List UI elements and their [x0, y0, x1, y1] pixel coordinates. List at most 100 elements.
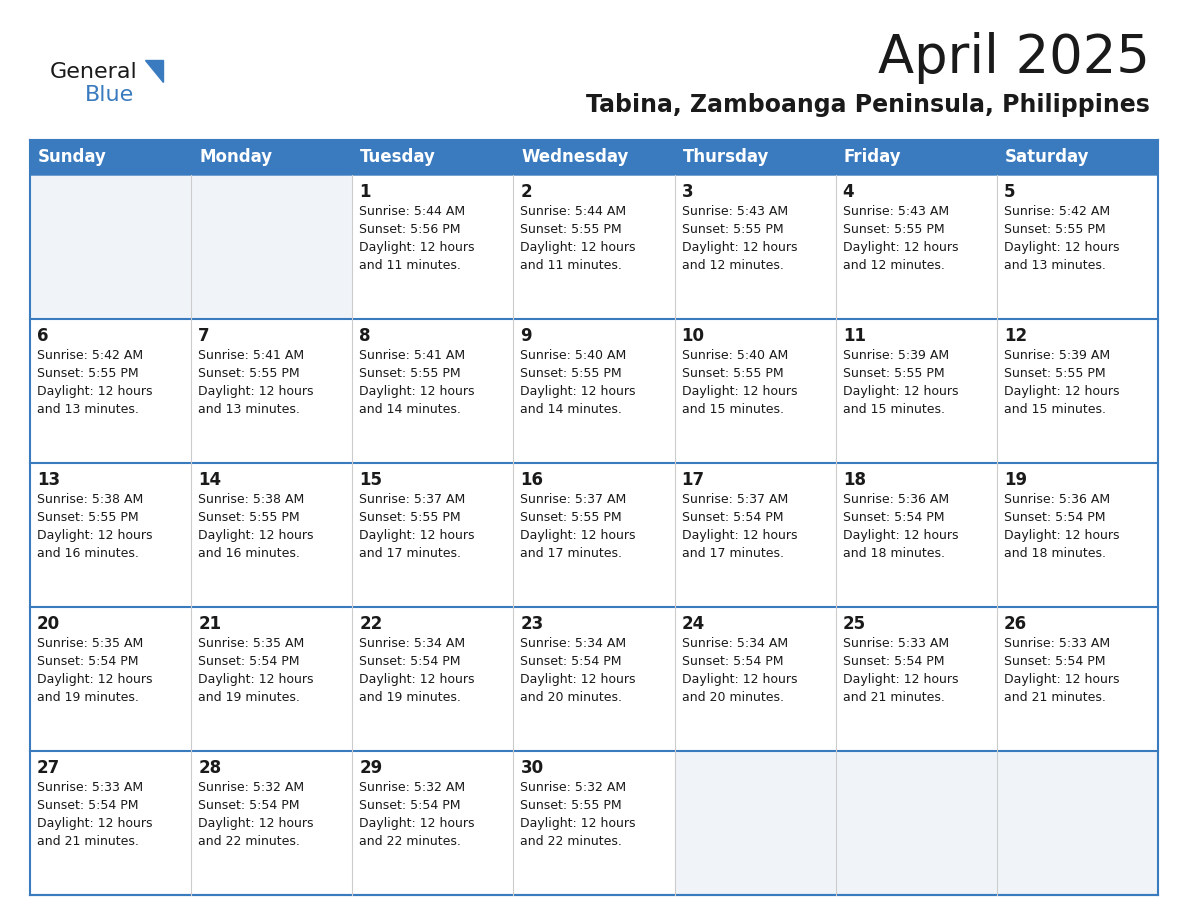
- Text: Saturday: Saturday: [1005, 149, 1089, 166]
- Text: and 11 minutes.: and 11 minutes.: [359, 259, 461, 272]
- Text: Daylight: 12 hours: Daylight: 12 hours: [198, 673, 314, 686]
- Text: Blue: Blue: [86, 85, 134, 105]
- Text: Sunset: 5:54 PM: Sunset: 5:54 PM: [198, 655, 299, 668]
- Bar: [353, 319, 513, 463]
- Text: Sunrise: 5:37 AM: Sunrise: 5:37 AM: [359, 493, 466, 506]
- Text: Sunset: 5:55 PM: Sunset: 5:55 PM: [198, 511, 299, 524]
- Text: Daylight: 12 hours: Daylight: 12 hours: [842, 385, 959, 398]
- Text: Sunset: 5:55 PM: Sunset: 5:55 PM: [520, 511, 623, 524]
- Text: and 22 minutes.: and 22 minutes.: [198, 835, 301, 848]
- Bar: [30, 319, 191, 463]
- Text: and 13 minutes.: and 13 minutes.: [37, 403, 139, 416]
- Text: Sunset: 5:55 PM: Sunset: 5:55 PM: [359, 367, 461, 380]
- Bar: [353, 140, 513, 175]
- Bar: [513, 463, 675, 607]
- Text: Daylight: 12 hours: Daylight: 12 hours: [37, 385, 152, 398]
- Bar: [191, 175, 353, 319]
- Text: Daylight: 12 hours: Daylight: 12 hours: [520, 817, 636, 830]
- Text: Tabina, Zamboanga Peninsula, Philippines: Tabina, Zamboanga Peninsula, Philippines: [586, 93, 1150, 117]
- Bar: [997, 607, 1158, 751]
- Text: and 13 minutes.: and 13 minutes.: [198, 403, 301, 416]
- Bar: [191, 319, 353, 463]
- Bar: [353, 463, 513, 607]
- Bar: [675, 319, 835, 463]
- Text: Daylight: 12 hours: Daylight: 12 hours: [198, 529, 314, 542]
- Bar: [513, 175, 675, 319]
- Text: Sunset: 5:55 PM: Sunset: 5:55 PM: [520, 367, 623, 380]
- Bar: [353, 175, 513, 319]
- Text: Sunset: 5:56 PM: Sunset: 5:56 PM: [359, 223, 461, 236]
- Text: Sunrise: 5:35 AM: Sunrise: 5:35 AM: [37, 637, 144, 650]
- Text: Daylight: 12 hours: Daylight: 12 hours: [842, 241, 959, 254]
- Text: and 18 minutes.: and 18 minutes.: [1004, 547, 1106, 560]
- Bar: [513, 751, 675, 895]
- Text: Daylight: 12 hours: Daylight: 12 hours: [520, 673, 636, 686]
- Text: and 14 minutes.: and 14 minutes.: [359, 403, 461, 416]
- Text: Daylight: 12 hours: Daylight: 12 hours: [359, 385, 475, 398]
- Text: 13: 13: [37, 471, 61, 489]
- Bar: [30, 607, 191, 751]
- Text: Daylight: 12 hours: Daylight: 12 hours: [682, 673, 797, 686]
- Bar: [997, 751, 1158, 895]
- Text: 26: 26: [1004, 615, 1026, 633]
- Text: 1: 1: [359, 183, 371, 201]
- Bar: [835, 607, 997, 751]
- Text: Sunrise: 5:44 AM: Sunrise: 5:44 AM: [359, 205, 466, 218]
- Text: 23: 23: [520, 615, 544, 633]
- Bar: [191, 751, 353, 895]
- Text: Sunrise: 5:40 AM: Sunrise: 5:40 AM: [520, 349, 627, 362]
- Text: Sunrise: 5:35 AM: Sunrise: 5:35 AM: [198, 637, 304, 650]
- Bar: [30, 751, 191, 895]
- Text: Daylight: 12 hours: Daylight: 12 hours: [1004, 241, 1119, 254]
- Text: Sunset: 5:54 PM: Sunset: 5:54 PM: [359, 799, 461, 812]
- Text: 22: 22: [359, 615, 383, 633]
- Text: and 20 minutes.: and 20 minutes.: [682, 691, 784, 704]
- Text: and 17 minutes.: and 17 minutes.: [682, 547, 784, 560]
- Text: Daylight: 12 hours: Daylight: 12 hours: [1004, 673, 1119, 686]
- Bar: [997, 463, 1158, 607]
- Text: Daylight: 12 hours: Daylight: 12 hours: [842, 529, 959, 542]
- Bar: [191, 607, 353, 751]
- Text: and 12 minutes.: and 12 minutes.: [682, 259, 783, 272]
- Text: Sunrise: 5:32 AM: Sunrise: 5:32 AM: [520, 781, 626, 794]
- Text: Sunset: 5:55 PM: Sunset: 5:55 PM: [520, 223, 623, 236]
- Text: Sunrise: 5:33 AM: Sunrise: 5:33 AM: [37, 781, 143, 794]
- Text: April 2025: April 2025: [878, 32, 1150, 84]
- Text: Daylight: 12 hours: Daylight: 12 hours: [359, 241, 475, 254]
- Text: and 19 minutes.: and 19 minutes.: [37, 691, 139, 704]
- Bar: [675, 463, 835, 607]
- Text: Sunrise: 5:38 AM: Sunrise: 5:38 AM: [37, 493, 144, 506]
- Text: and 20 minutes.: and 20 minutes.: [520, 691, 623, 704]
- Text: 25: 25: [842, 615, 866, 633]
- Text: Sunset: 5:55 PM: Sunset: 5:55 PM: [842, 367, 944, 380]
- Text: Sunset: 5:54 PM: Sunset: 5:54 PM: [842, 511, 944, 524]
- Text: and 14 minutes.: and 14 minutes.: [520, 403, 623, 416]
- Text: Sunrise: 5:41 AM: Sunrise: 5:41 AM: [359, 349, 466, 362]
- Text: and 21 minutes.: and 21 minutes.: [37, 835, 139, 848]
- Text: and 22 minutes.: and 22 minutes.: [359, 835, 461, 848]
- Text: 17: 17: [682, 471, 704, 489]
- Text: and 15 minutes.: and 15 minutes.: [682, 403, 784, 416]
- Text: Wednesday: Wednesday: [522, 149, 628, 166]
- Text: Sunset: 5:55 PM: Sunset: 5:55 PM: [842, 223, 944, 236]
- Bar: [835, 463, 997, 607]
- Bar: [191, 140, 353, 175]
- Text: Sunrise: 5:44 AM: Sunrise: 5:44 AM: [520, 205, 626, 218]
- Text: Daylight: 12 hours: Daylight: 12 hours: [682, 241, 797, 254]
- Text: 9: 9: [520, 327, 532, 345]
- Text: Daylight: 12 hours: Daylight: 12 hours: [520, 529, 636, 542]
- Text: Sunrise: 5:34 AM: Sunrise: 5:34 AM: [682, 637, 788, 650]
- Text: Daylight: 12 hours: Daylight: 12 hours: [682, 529, 797, 542]
- Text: Sunset: 5:54 PM: Sunset: 5:54 PM: [37, 799, 139, 812]
- Text: Sunset: 5:55 PM: Sunset: 5:55 PM: [37, 511, 139, 524]
- Text: Daylight: 12 hours: Daylight: 12 hours: [37, 529, 152, 542]
- Text: and 21 minutes.: and 21 minutes.: [1004, 691, 1106, 704]
- Text: Sunrise: 5:43 AM: Sunrise: 5:43 AM: [682, 205, 788, 218]
- Text: Sunrise: 5:43 AM: Sunrise: 5:43 AM: [842, 205, 949, 218]
- Text: and 11 minutes.: and 11 minutes.: [520, 259, 623, 272]
- Bar: [675, 175, 835, 319]
- Text: 6: 6: [37, 327, 49, 345]
- Text: 7: 7: [198, 327, 210, 345]
- Text: Friday: Friday: [843, 149, 902, 166]
- Text: Sunrise: 5:40 AM: Sunrise: 5:40 AM: [682, 349, 788, 362]
